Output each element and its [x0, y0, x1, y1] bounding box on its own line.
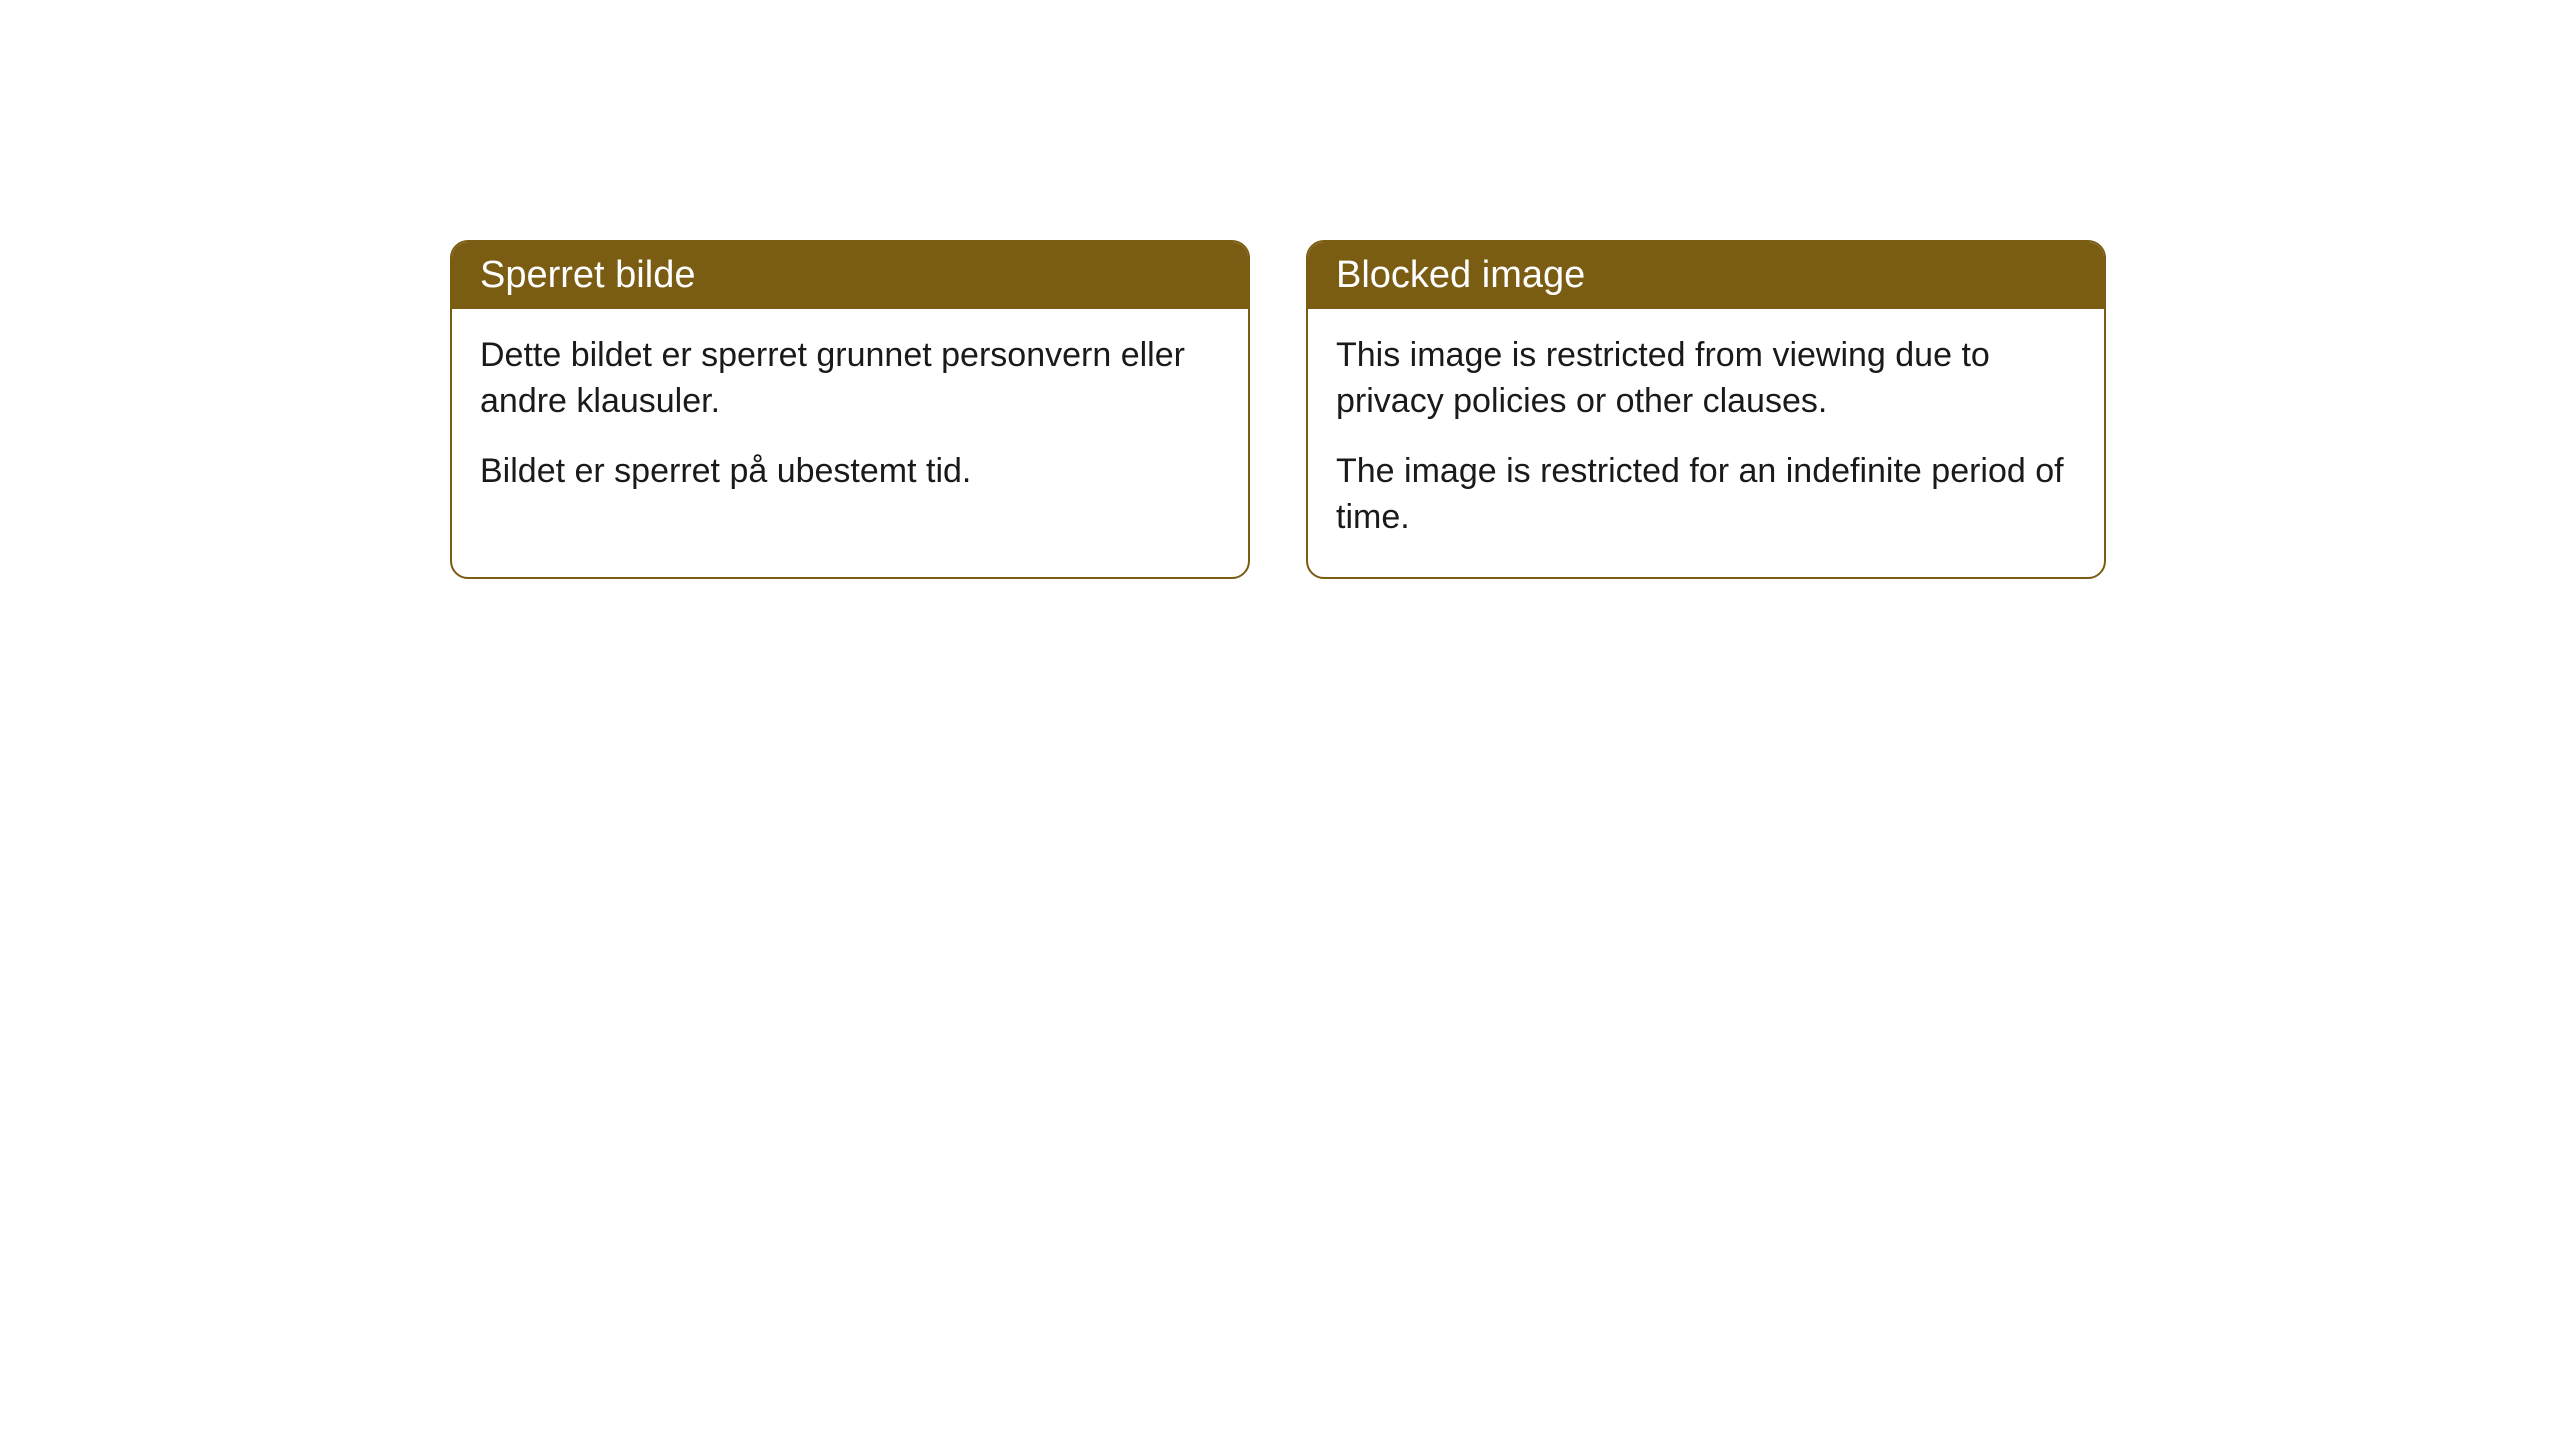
card-paragraph: Bildet er sperret på ubestemt tid. — [480, 449, 1220, 495]
card-paragraph: This image is restricted from viewing du… — [1336, 333, 2076, 425]
card-english: Blocked image This image is restricted f… — [1306, 240, 2106, 579]
card-paragraph: Dette bildet er sperret grunnet personve… — [480, 333, 1220, 425]
card-body-english: This image is restricted from viewing du… — [1308, 309, 2104, 577]
card-paragraph: The image is restricted for an indefinit… — [1336, 449, 2076, 541]
card-norwegian: Sperret bilde Dette bildet er sperret gr… — [450, 240, 1250, 579]
card-header-english: Blocked image — [1308, 242, 2104, 309]
card-body-norwegian: Dette bildet er sperret grunnet personve… — [452, 309, 1248, 531]
cards-container: Sperret bilde Dette bildet er sperret gr… — [450, 240, 2106, 579]
card-header-norwegian: Sperret bilde — [452, 242, 1248, 309]
